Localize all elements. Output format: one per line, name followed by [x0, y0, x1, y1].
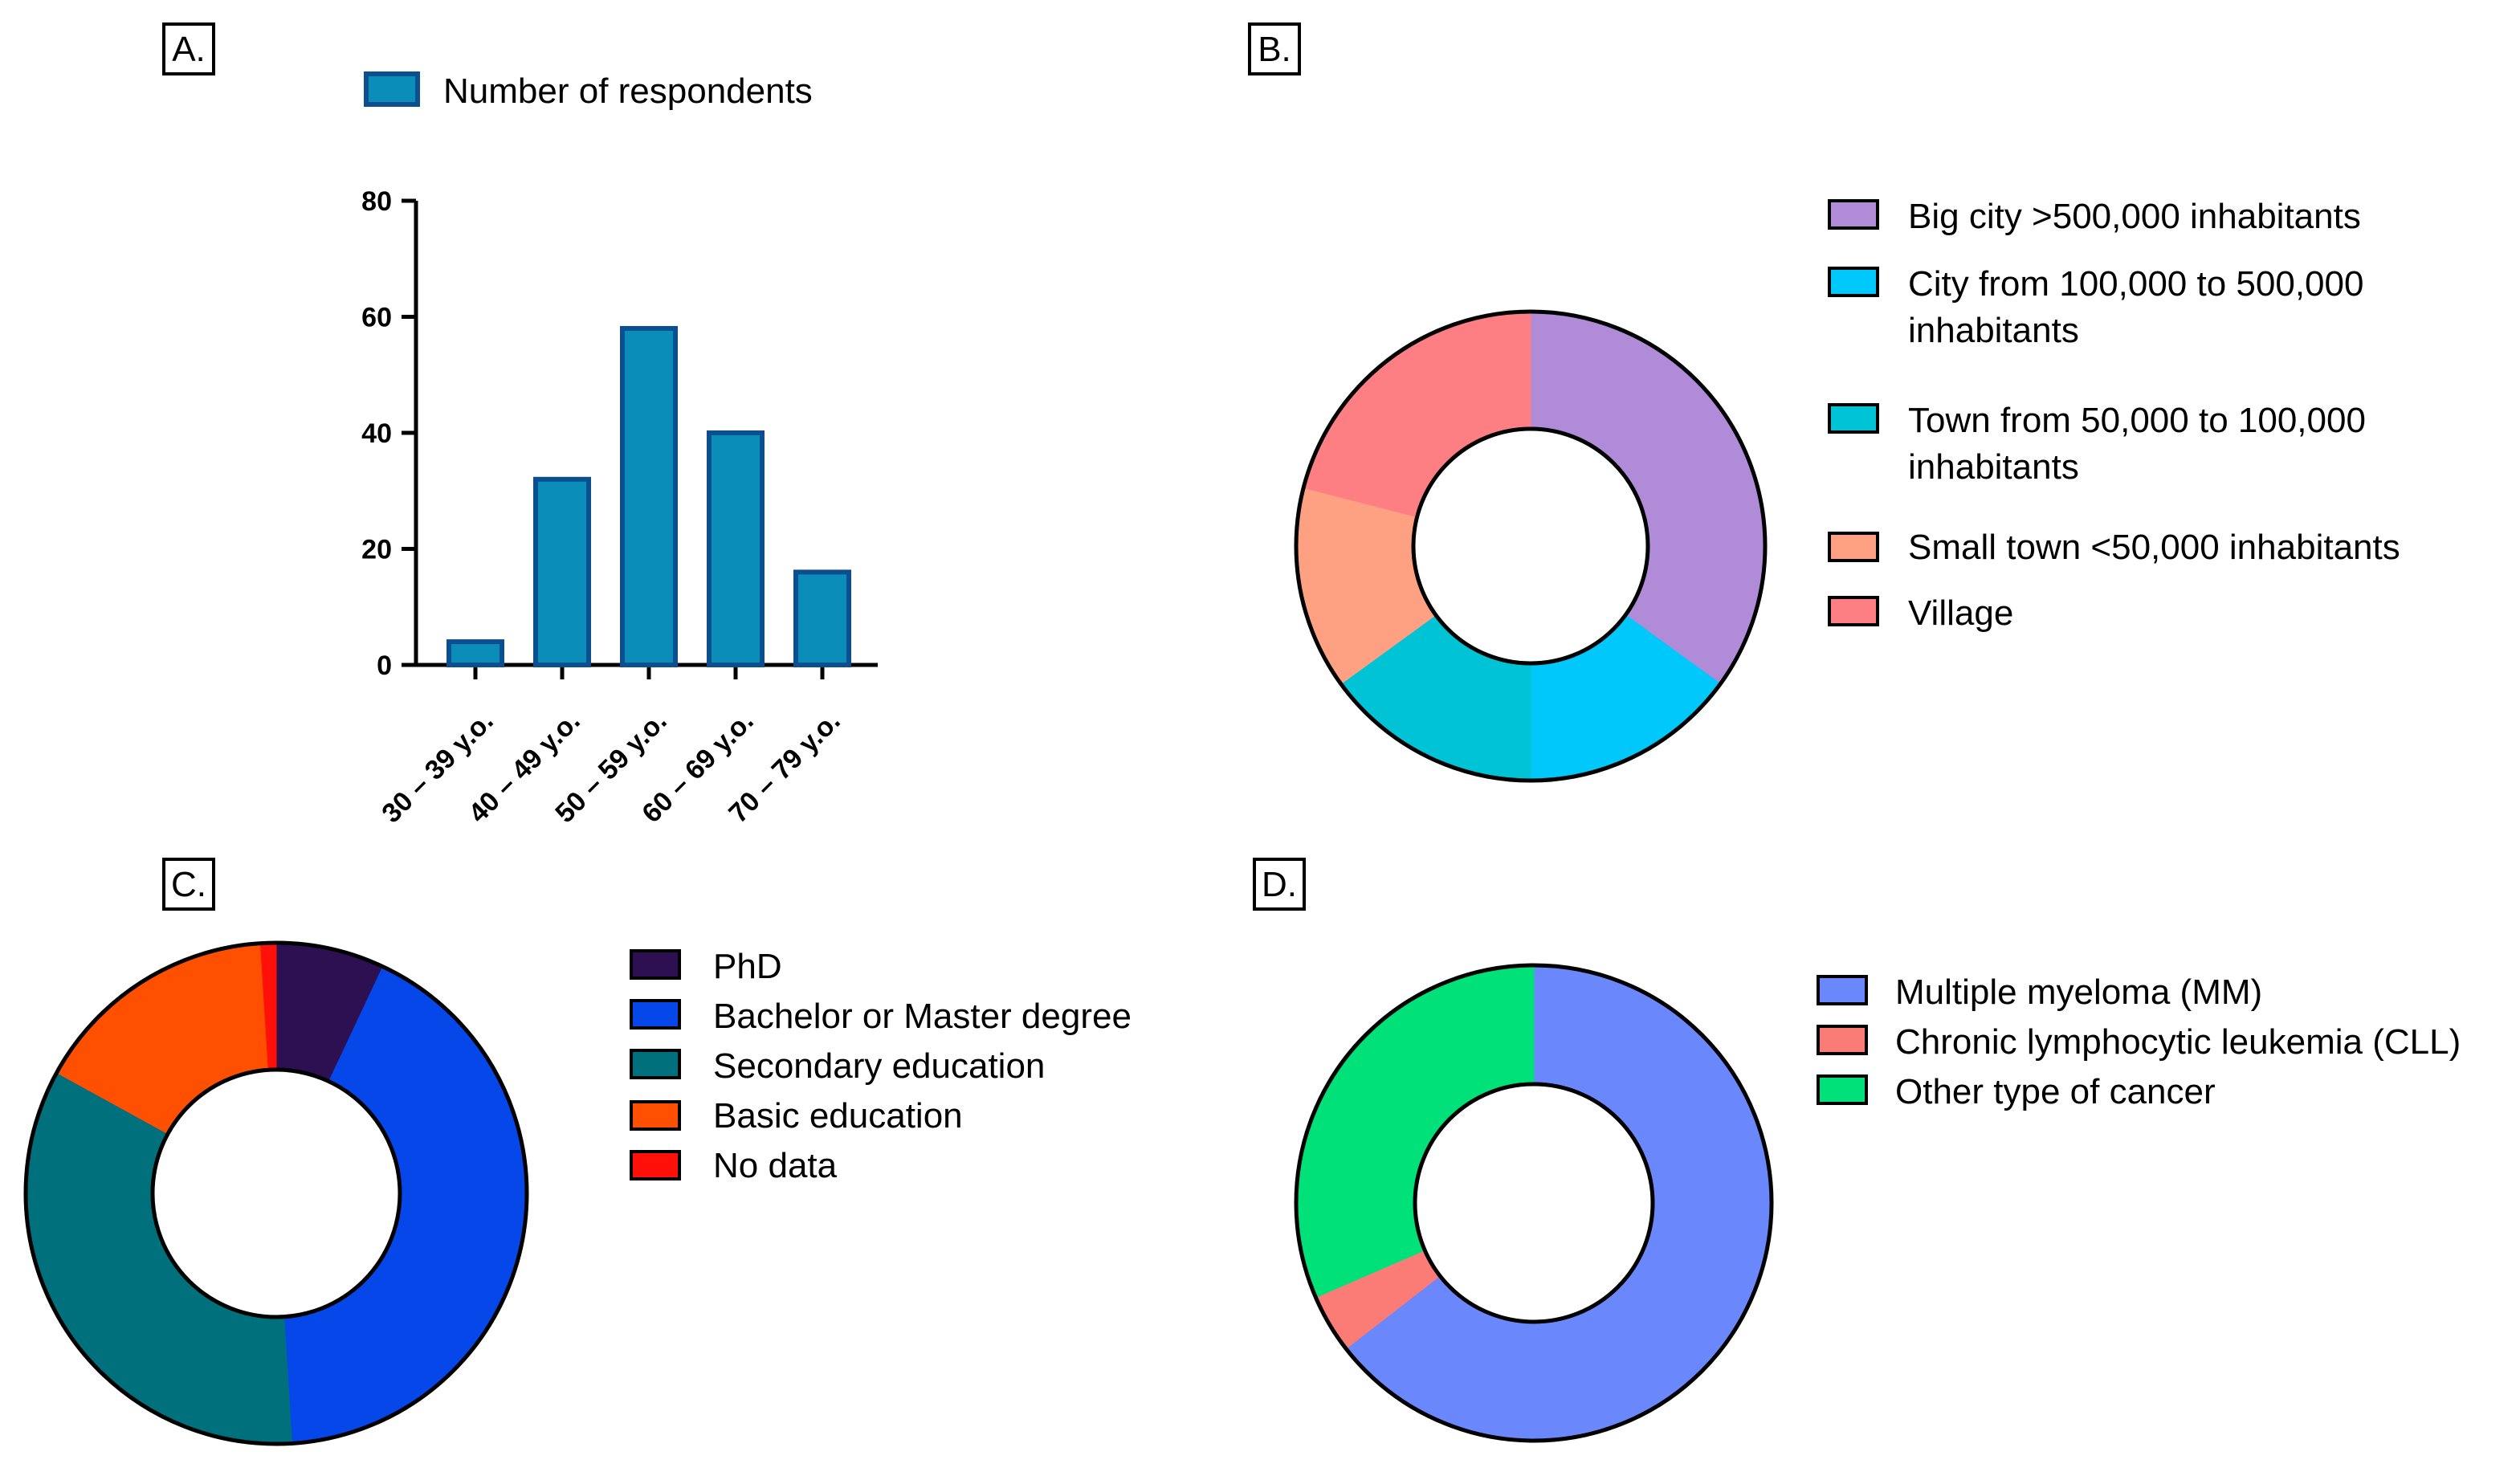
panel-d-label: D.: [1262, 865, 1297, 904]
donut-outer-ring: [23, 940, 529, 1446]
legend-swatch-other: [1817, 1074, 1868, 1105]
panel-d-label-box: [1253, 858, 1306, 911]
donut-hole: [1411, 426, 1650, 666]
y-tick-label: 20: [361, 535, 392, 565]
legend-swatch-village: [1828, 596, 1879, 626]
legend-swatch-no-data: [630, 1150, 681, 1180]
y-tick-label: 40: [361, 418, 392, 449]
legend-swatch-secondary: [630, 1049, 681, 1079]
legend-swatch-cll: [1817, 1025, 1868, 1055]
legend-swatch-mm: [1817, 975, 1868, 1005]
panel-b-label: B.: [1258, 30, 1291, 69]
bar-50-59-y-o: [620, 325, 678, 667]
y-tick-label: 0: [377, 650, 392, 681]
legend-label-secondary: Secondary education: [713, 1046, 1045, 1086]
legend-label-basic: Basic education: [713, 1096, 963, 1136]
panel-b: B. Big city >500,000 inhabitants City fr…: [1248, 22, 2400, 783]
y-tick-label: 60: [361, 303, 392, 333]
donut-hole: [1413, 1082, 1655, 1324]
legend-label-city-cont: inhabitants: [1908, 311, 2079, 350]
panel-b-legend: Big city >500,000 inhabitants City from …: [1828, 197, 2400, 633]
panel-c: C. PhD Bachelor or Master degree Seconda…: [23, 858, 1132, 1446]
panel-a-legend-swatch: [364, 71, 420, 107]
y-ticks: 0 20 40 60 80: [361, 186, 416, 681]
panel-d: D. Multiple myeloma (MM) Chronic lymphoc…: [1253, 858, 2461, 1443]
legend-label-village: Village: [1908, 593, 2013, 633]
donut-chart-residence: [1294, 309, 1768, 783]
y-tick-label: 80: [361, 186, 392, 217]
legend-label-cll: Chronic lymphocytic leukemia (CLL): [1895, 1022, 2461, 1062]
legend-label-big-city: Big city >500,000 inhabitants: [1908, 197, 2361, 236]
legend-label-town: Town from 50,000 to 100,000: [1908, 401, 2366, 440]
legend-swatch-phd: [630, 949, 681, 980]
legend-swatch-town: [1828, 403, 1879, 434]
legend-swatch-city: [1828, 267, 1879, 297]
panel-c-legend: PhD Bachelor or Master degree Secondary …: [630, 947, 1132, 1185]
legend-label-small-town: Small town <50,000 inhabitants: [1908, 528, 2400, 567]
panel-c-label: C.: [171, 865, 206, 904]
donut-chart-cancer-type: [1294, 963, 1774, 1443]
donut-outer-ring: [1294, 309, 1768, 783]
legend-swatch-bachelor-master: [630, 999, 681, 1030]
x-tick-labels: 30 – 39 y.o.40 – 49 y.o.50 – 59 y.o.60 –…: [376, 706, 846, 829]
panel-a-label: A.: [172, 30, 206, 69]
legend-swatch-big-city: [1828, 199, 1879, 230]
donut-hole: [150, 1067, 402, 1319]
bar-60-69-y-o: [707, 430, 765, 667]
legend-label-city: City from 100,000 to 500,000: [1908, 264, 2363, 304]
panel-c-label-box: [162, 858, 215, 911]
legend-label-other: Other type of cancer: [1895, 1072, 2216, 1111]
panel-b-label-box: [1248, 22, 1301, 75]
legend-label-town-cont: inhabitants: [1908, 447, 2079, 487]
legend-swatch-basic: [630, 1100, 681, 1131]
donut-outer-ring: [1294, 963, 1774, 1443]
legend-label-mm: Multiple myeloma (MM): [1895, 972, 2262, 1012]
legend-label-phd: PhD: [713, 947, 782, 986]
panel-a-legend-label: Number of respondents: [443, 71, 813, 111]
bars: [447, 325, 851, 668]
bar-30-39-y-o: [447, 639, 504, 667]
panel-a: A. Number of respondents 0 20 40 60 80 30 – …: [162, 22, 878, 829]
bar-70-79-y-o: [793, 569, 851, 668]
panel-a-label-box: [162, 22, 215, 75]
panel-d-legend: Multiple myeloma (MM) Chronic lymphocyti…: [1817, 972, 2461, 1111]
bar-40-49-y-o: [533, 476, 591, 667]
legend-swatch-small-town: [1828, 532, 1879, 562]
legend-label-bachelor-master: Bachelor or Master degree: [713, 997, 1132, 1036]
legend-label-no-data: No data: [713, 1146, 838, 1185]
donut-chart-education: [23, 940, 529, 1446]
